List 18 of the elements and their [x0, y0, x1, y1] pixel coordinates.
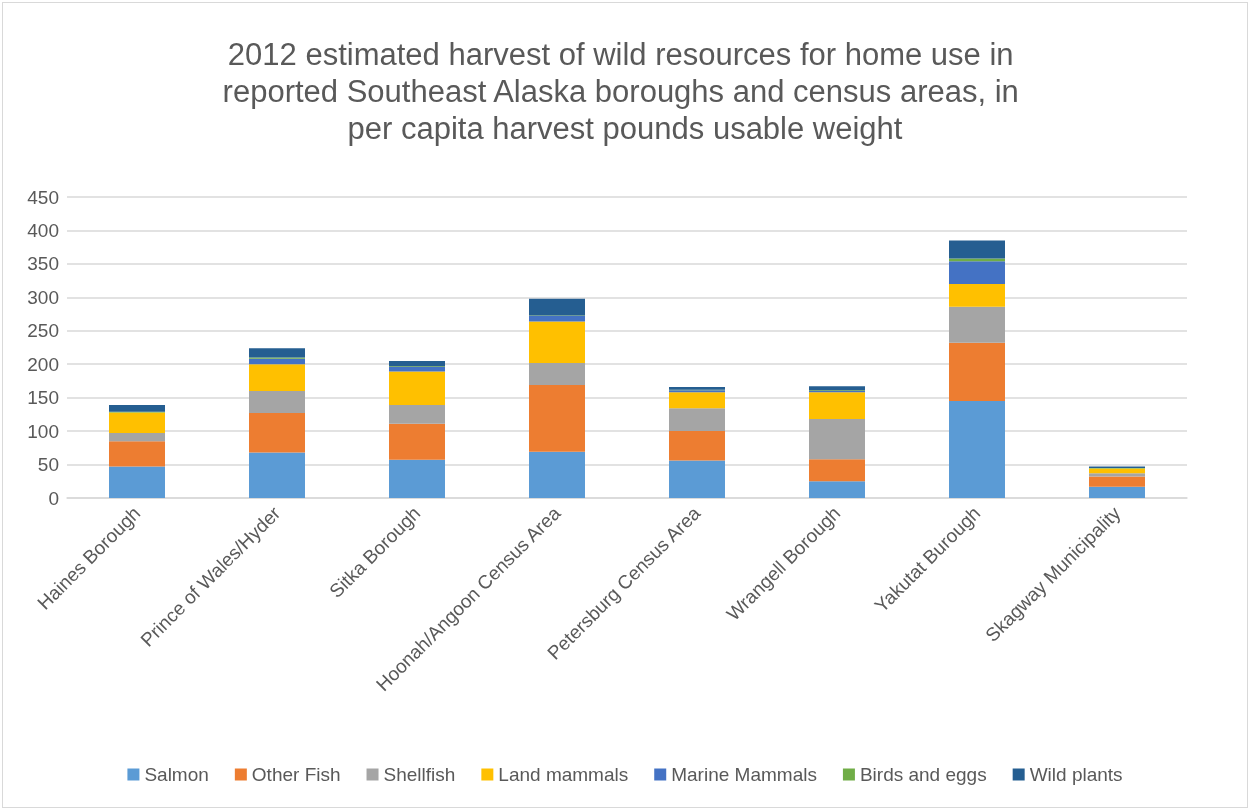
legend-label: Birds and eggs [859, 764, 987, 785]
legend-label: Wild plants [1029, 764, 1123, 785]
legend-label: Salmon [144, 764, 209, 785]
chart-title: 2012 estimated harvest of wild resources for home use in reported Southeast Alaska boroughs and census areas, in per capita harvest pounds usable weight [222, 37, 1028, 146]
y-tick-label: 450 [27, 186, 59, 208]
y-tick-label: 50 [37, 454, 59, 476]
legend-label: Shellfish [383, 764, 456, 785]
legend-label: Land mammals [498, 764, 629, 785]
legend-label: Other Fish [251, 764, 341, 785]
legend-label: Marine Mammals [671, 764, 817, 785]
y-tick-label: 150 [27, 387, 59, 409]
y-tick-label: 350 [27, 253, 59, 275]
y-tick-label: 100 [27, 420, 59, 442]
y-tick-label: 250 [27, 320, 59, 342]
y-tick-label: 400 [27, 219, 59, 241]
y-tick-label: 200 [27, 353, 59, 375]
y-tick-label: 300 [27, 286, 59, 308]
y-tick-label: 0 [48, 487, 59, 509]
